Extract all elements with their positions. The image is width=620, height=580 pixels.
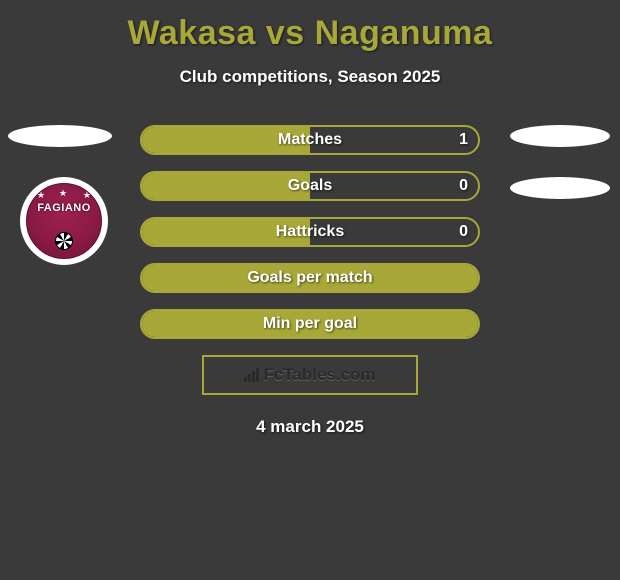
club-badge-label: FAGIANO (27, 202, 101, 214)
club-badge-inner: ★ ★ ★ FAGIANO (26, 183, 102, 259)
player-right-placeholder-1 (510, 125, 610, 147)
star-icon: ★ (83, 190, 91, 201)
stat-bar-value: 1 (459, 127, 468, 153)
stats-area: ★ ★ ★ FAGIANO Matches 1 Goals 0 Hattrick… (0, 125, 620, 437)
player-right-placeholder-2 (510, 177, 610, 199)
star-icon: ★ (59, 188, 67, 199)
footer-date: 4 march 2025 (0, 417, 620, 437)
club-badge: ★ ★ ★ FAGIANO (20, 177, 108, 265)
stat-bar-min-per-goal: Min per goal (140, 309, 480, 339)
stat-bar-label: Goals per match (142, 265, 478, 291)
stat-bar-goals-per-match: Goals per match (140, 263, 480, 293)
page-title: Wakasa vs Naganuma (0, 0, 620, 53)
stat-bar-label: Goals (142, 173, 478, 199)
branding-box[interactable]: FcTables.com (202, 355, 418, 395)
stat-bar-matches: Matches 1 (140, 125, 480, 155)
stat-bar-value: 0 (459, 173, 468, 199)
stat-bars: Matches 1 Goals 0 Hattricks 0 Goals per … (140, 125, 480, 339)
star-icon: ★ (37, 190, 45, 201)
stat-bar-label: Matches (142, 127, 478, 153)
stat-bar-label: Hattricks (142, 219, 478, 245)
stat-bar-value: 0 (459, 219, 468, 245)
bar-chart-icon (244, 368, 259, 382)
branding-text: FcTables.com (263, 365, 375, 385)
stat-bar-goals: Goals 0 (140, 171, 480, 201)
stat-bar-hattricks: Hattricks 0 (140, 217, 480, 247)
soccer-ball-icon (55, 232, 73, 250)
stat-bar-label: Min per goal (142, 311, 478, 337)
page-subtitle: Club competitions, Season 2025 (0, 67, 620, 87)
player-left-placeholder (8, 125, 112, 147)
